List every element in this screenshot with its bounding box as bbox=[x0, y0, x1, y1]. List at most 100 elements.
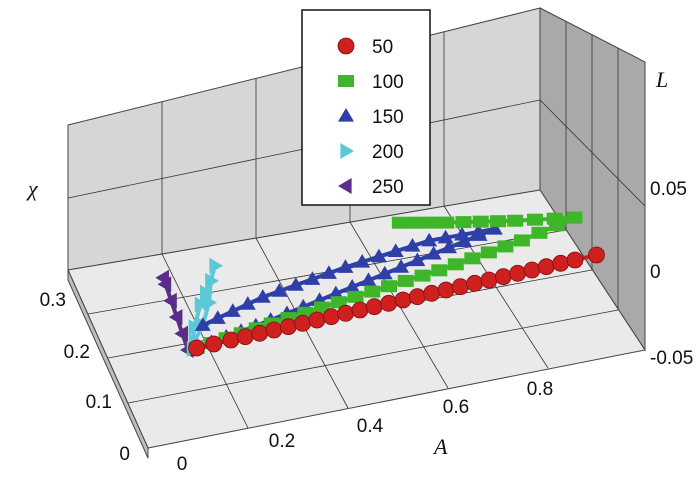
data-point-150 bbox=[387, 243, 404, 257]
tick-label-L: -0.05 bbox=[650, 348, 693, 369]
data-point-150 bbox=[360, 272, 377, 286]
data-point-100 bbox=[391, 216, 408, 229]
tick-label-A: 0 bbox=[177, 454, 188, 475]
data-point-100 bbox=[489, 215, 506, 228]
data-point-100 bbox=[414, 269, 431, 282]
data-point-150 bbox=[454, 226, 471, 241]
data-point-50 bbox=[408, 288, 426, 306]
data-point-50 bbox=[337, 304, 355, 322]
data-point-100 bbox=[472, 215, 489, 228]
data-point-50 bbox=[451, 278, 469, 296]
tick-label-A: 0.6 bbox=[443, 397, 469, 418]
data-point-150 bbox=[209, 310, 226, 324]
tick-labels: 0 0.2 0.4 0.6 0.8 0 0.1 0.2 0.3 -0.05 0 0.05 bbox=[40, 179, 694, 475]
data-point-50 bbox=[552, 254, 570, 272]
series-50 bbox=[188, 246, 605, 357]
data-point-150 bbox=[409, 252, 426, 267]
data-point-200 bbox=[188, 319, 203, 336]
data-point-100 bbox=[480, 246, 497, 259]
data-point-150 bbox=[393, 259, 410, 273]
data-point-100 bbox=[507, 214, 524, 227]
data-point-150 bbox=[320, 265, 337, 279]
data-point-200 bbox=[203, 294, 217, 311]
data-point-150 bbox=[437, 229, 454, 244]
legend-label-100: 100 bbox=[372, 72, 404, 93]
data-point-50 bbox=[437, 281, 455, 299]
front-left-face bbox=[67, 269, 149, 459]
data-point-150 bbox=[287, 277, 304, 291]
series-layer bbox=[155, 211, 605, 358]
data-point-50 bbox=[537, 258, 555, 276]
data-point-150 bbox=[425, 245, 442, 260]
data-point-100 bbox=[347, 290, 364, 303]
legend-label-250: 250 bbox=[372, 177, 404, 198]
axis-label-chi: χ bbox=[26, 176, 39, 201]
data-point-50 bbox=[380, 294, 398, 312]
data-point-150 bbox=[327, 285, 344, 300]
data-point-150 bbox=[344, 279, 361, 293]
data-point-50 bbox=[236, 328, 254, 346]
legend-box bbox=[301, 9, 431, 206]
data-point-100 bbox=[431, 264, 448, 277]
data-point-50 bbox=[222, 331, 240, 349]
data-point-50 bbox=[509, 264, 527, 282]
tick-label-chi: 0.1 bbox=[86, 392, 112, 413]
tick-label-chi: 0.2 bbox=[64, 342, 90, 363]
data-point-150 bbox=[354, 253, 371, 268]
data-point-50 bbox=[308, 311, 326, 329]
data-point-200 bbox=[194, 296, 209, 313]
data-point-250 bbox=[168, 309, 183, 326]
data-point-250 bbox=[163, 292, 177, 309]
tick-label-chi: 0.3 bbox=[40, 290, 66, 311]
data-point-50 bbox=[351, 301, 369, 319]
data-point-150 bbox=[271, 283, 288, 297]
data-point-150 bbox=[337, 259, 354, 273]
data-point-150 bbox=[254, 289, 271, 303]
data-point-100 bbox=[422, 216, 439, 229]
data-point-100 bbox=[438, 216, 455, 229]
data-point-50 bbox=[365, 298, 383, 316]
data-point-150 bbox=[194, 317, 211, 331]
axis-label-A: A bbox=[432, 434, 448, 459]
legend-label-50: 50 bbox=[372, 37, 393, 58]
data-point-50 bbox=[188, 339, 206, 357]
tick-label-chi: 0 bbox=[119, 444, 130, 465]
data-point-250 bbox=[155, 269, 169, 286]
data-point-100 bbox=[397, 274, 414, 287]
data-point-50 bbox=[279, 318, 297, 336]
data-point-100 bbox=[407, 216, 424, 229]
data-point-50 bbox=[566, 251, 584, 269]
data-point-50 bbox=[523, 261, 541, 279]
legend-label-200: 200 bbox=[372, 142, 404, 163]
legend-marker-100 bbox=[338, 75, 354, 87]
data-point-150 bbox=[370, 248, 387, 263]
legend-marker-50 bbox=[337, 37, 355, 55]
data-point-50 bbox=[265, 321, 283, 339]
data-point-50 bbox=[394, 291, 412, 309]
data-point-50 bbox=[588, 246, 605, 264]
data-point-100 bbox=[364, 285, 381, 298]
data-point-50 bbox=[251, 324, 269, 342]
data-point-50 bbox=[205, 335, 223, 353]
data-point-50 bbox=[494, 268, 512, 286]
tick-label-L: 0 bbox=[650, 262, 661, 283]
data-point-100 bbox=[531, 226, 548, 239]
legend: 50 100 150 200 250 bbox=[301, 9, 431, 206]
axis-label-L: L bbox=[655, 67, 668, 92]
data-point-100 bbox=[566, 211, 583, 224]
legend-marker-250 bbox=[338, 178, 352, 194]
data-point-100 bbox=[526, 213, 543, 226]
data-point-150 bbox=[486, 221, 503, 235]
data-point-100 bbox=[546, 212, 563, 225]
data-point-150 bbox=[304, 271, 321, 285]
tick-label-A: 0.8 bbox=[527, 379, 553, 400]
data-point-100 bbox=[455, 216, 472, 229]
data-point-250 bbox=[174, 325, 188, 342]
data-point-100 bbox=[447, 258, 464, 271]
data-point-150 bbox=[239, 296, 256, 310]
tick-label-L: 0.05 bbox=[650, 179, 687, 200]
data-point-50 bbox=[322, 308, 340, 326]
data-point-150 bbox=[376, 265, 393, 280]
data-point-200 bbox=[205, 272, 219, 289]
